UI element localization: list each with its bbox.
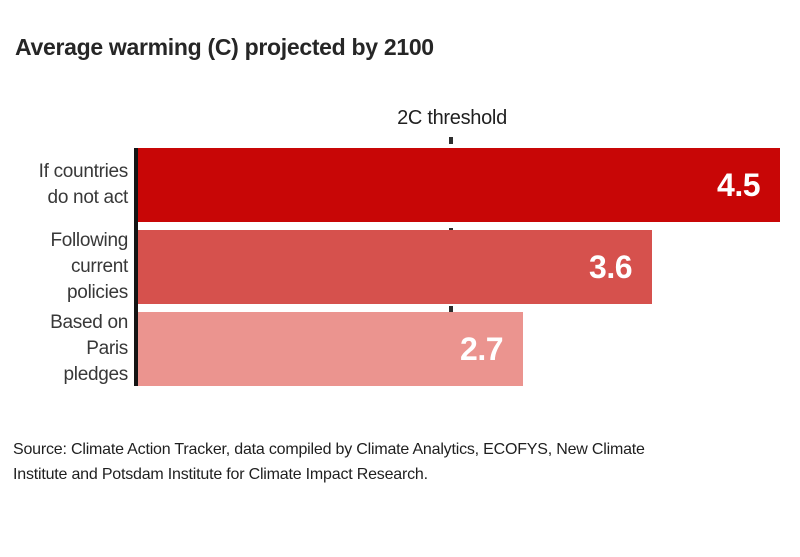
page-title: Average warming (C) projected by 2100 [15,34,434,60]
category-label-based-on-paris-pledges: Based on Paris pledges [0,312,128,386]
bar-based-on-paris-pledges: 2.7 [138,312,523,386]
y-axis-line [134,148,138,386]
bar-value-label: 4.5 [717,166,760,203]
category-label-following-current-policies: Following current policies [0,230,128,304]
category-label-line: Based on [50,312,128,333]
bar-value-label: 3.6 [589,248,632,285]
category-label-line: Paris [86,338,128,359]
threshold-label: 2C threshold [397,107,507,129]
bar-if-countries-do-not-act: 4.5 [138,148,780,222]
source-line: Institute and Potsdam Institute for Clim… [13,466,428,483]
category-label-line: Following [50,230,128,251]
source-note: Source: Climate Action Tracker, data com… [13,437,645,487]
category-label-line: policies [67,282,128,303]
bar-value-label: 2.7 [460,330,503,367]
source-line: Source: Climate Action Tracker, data com… [13,441,645,458]
category-label-line: If countries [38,161,129,182]
category-label-line: do not act [47,187,129,208]
category-label-if-countries-do-not-act: If countries do not act [0,148,129,222]
category-label-line: current [70,256,128,277]
category-label-line: pledges [63,364,129,385]
bar-following-current-policies: 3.6 [138,230,652,304]
